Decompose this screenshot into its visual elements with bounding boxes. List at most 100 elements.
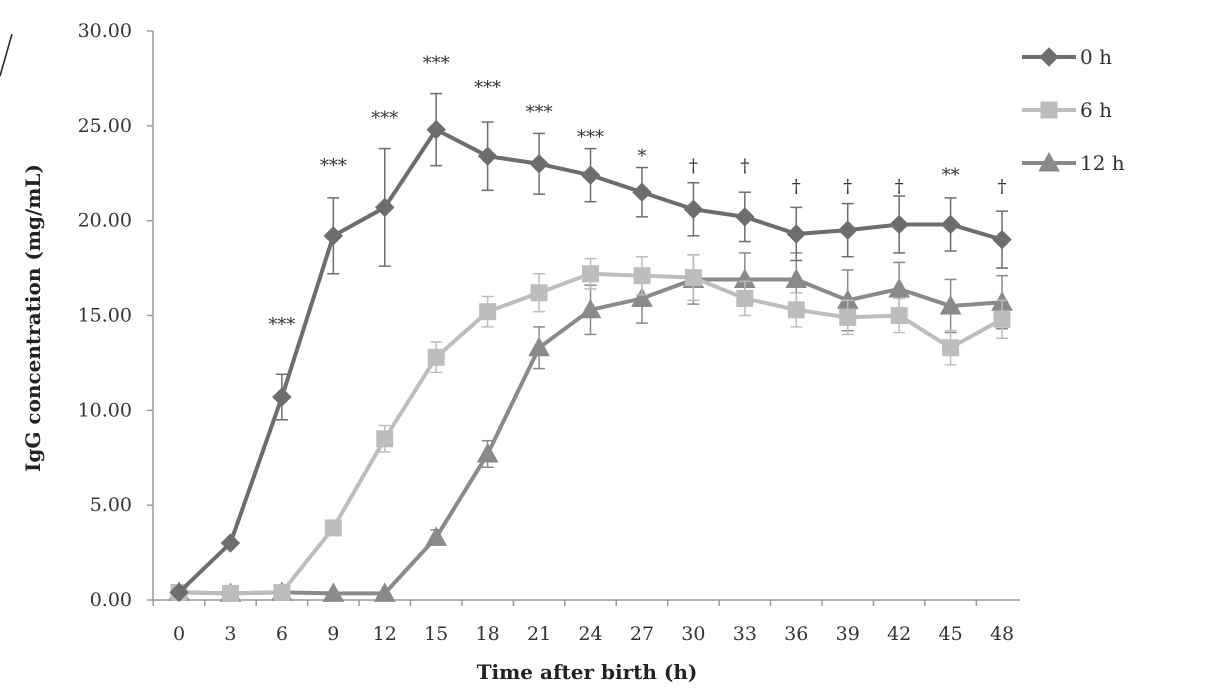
x-tick-label: 42 xyxy=(887,623,911,645)
data-point xyxy=(786,224,806,244)
data-point xyxy=(375,197,395,218)
significance-label: *** xyxy=(320,155,347,176)
significance-label: *** xyxy=(577,127,604,148)
data-point xyxy=(684,269,702,287)
data-point xyxy=(582,265,600,283)
significance-label: † xyxy=(740,155,749,176)
x-ticks: 0 3 6 9 12 15 18 21 24 27 30 33 36 39 42 45 48 xyxy=(152,600,1014,645)
y-axis-title: IgG concentration (mg/mL) xyxy=(21,164,45,472)
y-ticks: 0.00 5.00 10.00 15.00 20.00 25.00 30.00 xyxy=(78,20,153,611)
x-tick-label: 18 xyxy=(476,623,500,645)
data-point xyxy=(942,339,960,357)
significance-label: † xyxy=(689,155,698,176)
y-tick-label: 0.00 xyxy=(90,589,132,611)
data-point xyxy=(529,154,549,174)
data-point xyxy=(785,268,808,288)
legend-marker xyxy=(1040,101,1058,119)
x-axis-title: Time after birth (h) xyxy=(477,660,698,684)
legend-label: 12 h xyxy=(1080,151,1125,175)
data-point xyxy=(940,214,961,235)
x-tick-label: 30 xyxy=(681,623,705,645)
data-point xyxy=(528,336,550,357)
significance-label: *** xyxy=(526,102,553,123)
significance-annotations: ********************** † †† † †**† xyxy=(268,53,1006,336)
data-point xyxy=(426,119,446,140)
data-point xyxy=(631,287,653,307)
data-point xyxy=(323,226,344,246)
data-point xyxy=(220,533,241,553)
data-point xyxy=(992,229,1012,250)
significance-label: *** xyxy=(371,108,398,129)
y-tick-label: 5.00 xyxy=(90,494,132,516)
significance-label: † xyxy=(843,176,852,197)
x-tick-label: 27 xyxy=(630,623,654,645)
series-6h xyxy=(170,254,1011,602)
x-tick-label: 12 xyxy=(373,623,397,645)
data-point xyxy=(580,165,601,185)
data-point xyxy=(889,214,909,235)
data-point xyxy=(633,267,651,285)
x-tick-label: 36 xyxy=(784,623,808,645)
data-point xyxy=(839,308,857,326)
significance-label: * xyxy=(637,146,646,167)
data-point xyxy=(425,526,448,546)
data-point xyxy=(530,284,548,302)
corner-mark xyxy=(0,33,13,77)
y-tick-label: 30.00 xyxy=(78,20,132,42)
legend-label: 0 h xyxy=(1080,45,1112,69)
data-point xyxy=(376,430,394,448)
data-point xyxy=(272,387,292,407)
x-tick-label: 45 xyxy=(939,623,963,645)
data-point xyxy=(838,220,858,240)
y-tick-label: 15.00 xyxy=(78,305,132,327)
data-point xyxy=(939,294,962,315)
data-point xyxy=(221,584,239,602)
x-tick-label: 24 xyxy=(578,623,602,645)
data-point xyxy=(890,307,908,324)
legend: 0 h 6 h 12 h xyxy=(1022,45,1125,175)
data-point xyxy=(324,519,342,537)
data-point xyxy=(683,199,704,219)
x-tick-label: 6 xyxy=(276,623,288,645)
data-point xyxy=(476,442,499,463)
data-point xyxy=(787,301,805,319)
significance-label: *** xyxy=(423,53,450,74)
legend-label: 6 h xyxy=(1080,98,1112,122)
x-tick-label: 21 xyxy=(527,623,551,645)
x-tick-label: 3 xyxy=(224,623,236,645)
data-point xyxy=(632,182,652,202)
data-point xyxy=(477,146,498,166)
data-point xyxy=(736,289,754,307)
significance-label: † xyxy=(792,176,801,197)
data-point xyxy=(322,582,345,602)
legend-marker xyxy=(1038,151,1060,172)
significance-label: *** xyxy=(474,78,501,99)
data-point xyxy=(993,310,1011,328)
data-point xyxy=(735,207,755,227)
series-12h xyxy=(168,252,1013,602)
legend-marker xyxy=(1039,47,1059,67)
significance-label: † xyxy=(998,176,1007,197)
x-tick-label: 48 xyxy=(990,623,1014,645)
data-point xyxy=(479,303,497,321)
significance-label: *** xyxy=(268,315,295,336)
data-point xyxy=(579,298,602,319)
y-tick-label: 25.00 xyxy=(78,115,132,137)
x-tick-label: 9 xyxy=(327,623,339,645)
x-tick-label: 0 xyxy=(173,623,185,645)
series-layer xyxy=(168,92,1013,603)
data-point xyxy=(427,348,445,366)
x-tick-label: 39 xyxy=(836,623,860,645)
y-tick-label: 20.00 xyxy=(78,210,132,232)
data-point xyxy=(273,583,291,601)
data-point xyxy=(169,582,189,603)
x-tick-label: 33 xyxy=(733,623,757,645)
significance-label: ** xyxy=(942,165,960,186)
data-point xyxy=(888,277,911,298)
y-tick-label: 10.00 xyxy=(78,399,132,421)
data-point xyxy=(373,582,396,602)
x-tick-label: 15 xyxy=(424,623,448,645)
series-0h xyxy=(169,92,1012,603)
significance-label: † xyxy=(895,176,904,197)
